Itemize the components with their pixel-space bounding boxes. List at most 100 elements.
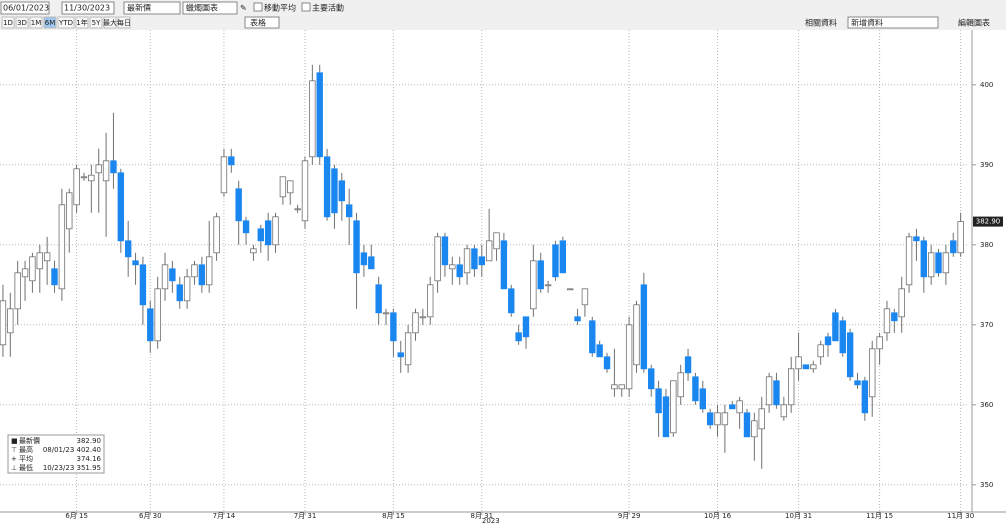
legend-value: 374.16 [77,455,102,463]
candle-body [913,236,920,242]
candle-body [780,404,788,418]
candle-body [161,264,169,290]
candle-body [751,420,758,438]
field: 最新價 [127,3,151,13]
candle-body [640,284,648,370]
x-tick-label: 10月 16 [704,512,732,520]
candles [0,64,964,469]
y-tick-label: 380 [980,241,993,249]
period-label: 1年 [76,18,87,27]
period-button[interactable] [43,16,57,29]
candle-body [0,300,7,346]
candle-body [891,312,898,322]
candle-body [729,404,736,410]
legend-value: 382.90 [77,437,102,445]
candle-body [169,268,176,282]
legend-name: 最新價 [19,436,40,445]
checkbox[interactable] [253,2,263,12]
candle-body [198,264,206,286]
candle-body [345,204,353,218]
y-tick-label: 360 [980,401,993,409]
period-button[interactable] [57,16,75,29]
candle-body [684,356,692,374]
candle-body [515,332,522,342]
candle-body [736,400,743,414]
candle-body [839,320,846,354]
candle-body [817,344,824,358]
candle-body [323,156,331,218]
period-button[interactable] [1,16,15,29]
candle-body [721,412,729,426]
x-tick-label: 10月 31 [785,512,812,520]
table-label: 表格 [250,18,266,28]
period-button[interactable] [15,16,29,29]
candle-body [471,248,478,270]
related[interactable]: 相關資料 [805,18,837,28]
candle-body [213,216,220,254]
grid: 350 360 370 380 390 400 6月 15 6月 30 7月 14 7月 31 8月… [0,30,993,525]
legend-symbol: ⊤ [11,446,17,454]
candle-body [220,156,228,194]
start-date-input[interactable] [0,1,50,15]
candle-body [846,332,854,378]
period-button[interactable] [75,16,89,29]
candle-body [500,240,508,290]
candle-body [368,256,375,270]
period-button[interactable] [29,16,43,29]
add-data-input[interactable] [847,16,939,29]
candle-body [596,344,603,358]
checkbox[interactable] [301,2,311,12]
x-tick-label: 8月 31 [470,512,493,520]
candle-body [463,248,471,274]
period-button[interactable] [117,16,131,29]
candle-body [692,376,699,402]
candle-body [102,160,110,182]
candle-body [898,288,905,318]
candle-body [235,188,242,222]
candle-body [88,174,95,182]
candle-body [427,284,434,318]
candle-body [920,240,927,278]
candle-body [662,396,670,438]
candle-body [869,348,876,398]
candle-body [935,252,942,274]
candle-body [714,412,721,426]
candle-body [139,264,147,306]
x-tick-label: 11月 15 [866,512,893,520]
period-button[interactable] [89,16,103,29]
candle-body [957,221,964,254]
period-button[interactable] [103,16,117,29]
y-tick-label: 400 [980,81,993,89]
candle-body [449,264,456,270]
table-button[interactable] [244,16,280,29]
candle-body [191,264,198,278]
legend-symbol: ⊥ [11,464,17,472]
candle-body [787,368,795,406]
candle-body [854,380,861,386]
candle-body [648,368,655,390]
candle-body [287,180,294,194]
candle-body [154,288,161,342]
candle-body [110,160,117,174]
candle-body [228,156,235,166]
candle-body [743,412,751,438]
candle-body [625,324,633,390]
candle-body [706,412,714,426]
candle-body [677,372,684,398]
candle-body [758,408,765,430]
edit-icon[interactable]: ✎ [240,4,247,13]
x-tick-label: 11月 30 [947,512,974,520]
candle-body [670,380,677,434]
candle-body [95,164,102,174]
x-tick-label: 6月 30 [139,512,162,520]
end-date-input[interactable] [61,1,115,15]
candle-body [301,160,309,222]
candle-body [51,268,58,286]
add-data: 新增資料 [851,18,883,28]
field-select[interactable] [123,1,181,15]
edit-chart[interactable]: 編輯圖表 [958,18,990,28]
candle-body [124,240,132,258]
style-select[interactable] [182,1,238,15]
x-tick-label: 8月 15 [382,512,405,520]
period-label: 3D [17,19,27,27]
